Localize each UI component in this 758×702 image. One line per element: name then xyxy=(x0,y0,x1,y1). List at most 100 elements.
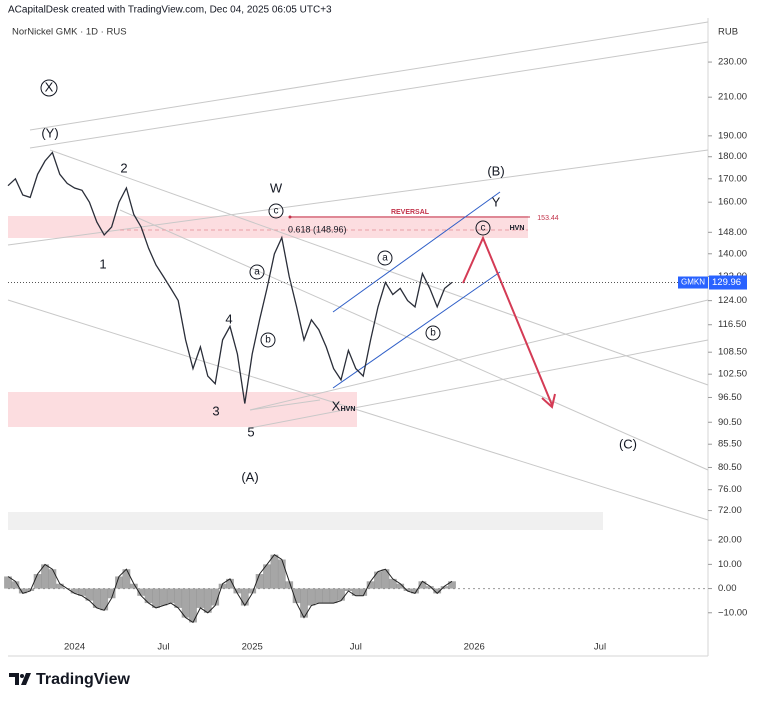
annotation: c xyxy=(481,223,486,234)
osc-bar xyxy=(107,588,116,599)
osc-bar xyxy=(55,583,64,589)
osc-bar xyxy=(433,588,442,594)
annotation: Y xyxy=(492,194,501,209)
annotation: c xyxy=(274,206,279,217)
osc-bar xyxy=(359,588,368,596)
price-line xyxy=(7,151,453,404)
annotation: W xyxy=(270,180,283,195)
y-tick-label: 170.00 xyxy=(718,173,747,184)
y-tick-label: 102.50 xyxy=(718,369,747,380)
osc-bar xyxy=(129,583,138,589)
osc-bar xyxy=(440,586,449,589)
osc-bar xyxy=(11,581,20,589)
y-tick-label: 108.50 xyxy=(718,347,747,358)
y-tick-label: 210.00 xyxy=(718,92,747,103)
osc-bar xyxy=(203,588,212,613)
chart-title: NorNickel GMK · 1D · RUS xyxy=(12,27,127,38)
osc-bar xyxy=(270,554,279,589)
y-tick-label: 160.00 xyxy=(718,197,747,208)
annotation: 0.618 (148.96) xyxy=(288,224,347,234)
osc-bar xyxy=(396,583,405,589)
annotation: a xyxy=(254,267,260,278)
wave-circles xyxy=(40,79,491,348)
osc-bar xyxy=(351,588,360,596)
osc-bar xyxy=(300,588,308,618)
annotation: (B) xyxy=(487,163,504,178)
y-tick-label: 148.00 xyxy=(718,227,747,238)
x-tick-label: Jul xyxy=(350,642,362,653)
osc-bar xyxy=(92,588,101,608)
osc-bar xyxy=(285,581,294,589)
osc-bar xyxy=(196,588,205,608)
currency: RUB xyxy=(718,27,738,38)
y-tick-label: −10.00 xyxy=(718,607,747,618)
annotation: 1 xyxy=(99,256,106,271)
osc-bar xyxy=(411,588,419,594)
symbol-badge xyxy=(678,276,708,289)
annotation: HVN xyxy=(341,406,356,413)
osc-bar xyxy=(425,586,434,589)
annotation: X xyxy=(45,79,54,94)
annotation: 4 xyxy=(225,311,232,326)
y-tick-label: 20.00 xyxy=(718,535,742,546)
annotation: REVERSAL xyxy=(391,209,430,216)
channel xyxy=(332,191,501,389)
osc-bar xyxy=(85,588,94,601)
y-tick-label: 124.00 xyxy=(718,295,747,306)
annotation: 5 xyxy=(247,424,254,439)
annotation: (Y) xyxy=(41,125,58,140)
osc-bar xyxy=(292,588,301,604)
symbol: GMKN xyxy=(681,278,705,287)
brand: TradingView xyxy=(36,671,131,688)
osc-bar xyxy=(41,564,49,589)
osc-bar xyxy=(322,588,331,604)
annotation: (A) xyxy=(241,469,258,484)
annotation: (C) xyxy=(619,436,637,451)
osc-bar xyxy=(181,588,190,618)
osc-bar xyxy=(337,588,345,601)
osc-bar xyxy=(277,559,286,589)
osc-bar xyxy=(159,588,168,606)
reversal-dot xyxy=(288,215,292,219)
tradingview-logo: TradingView xyxy=(9,671,131,688)
osc-bar xyxy=(403,588,412,591)
annotation: X xyxy=(332,398,341,413)
x-tick-label: 2025 xyxy=(242,642,263,653)
annotation: b xyxy=(265,335,271,346)
price-badge xyxy=(709,275,747,290)
annotation: HVN xyxy=(510,225,525,232)
osc-bar xyxy=(448,581,456,589)
y-tick-label: 72.00 xyxy=(718,505,742,516)
x-tick-label: Jul xyxy=(157,642,169,653)
osc-bar xyxy=(418,581,427,589)
osc-bar xyxy=(70,588,79,594)
osc-bar xyxy=(366,581,375,589)
osc-bar xyxy=(211,588,220,606)
y-tick-label: 90.50 xyxy=(718,417,742,428)
y-tick-label: 190.00 xyxy=(718,130,747,141)
y-tick-label: 0.00 xyxy=(718,583,737,594)
x-tick-label: 2026 xyxy=(464,642,485,653)
osc-bar xyxy=(388,578,397,589)
osc-bar xyxy=(48,569,57,589)
fan-lines xyxy=(7,21,709,521)
y-tick-label: 116.50 xyxy=(718,319,746,330)
x-tick-label: 2024 xyxy=(64,642,85,653)
osc-bar xyxy=(137,588,146,596)
osc-bar xyxy=(255,574,264,589)
y-tick-label: 10.00 xyxy=(718,559,742,570)
annotation: 2 xyxy=(120,160,127,175)
osc-bar xyxy=(78,588,86,596)
osc-bar xyxy=(144,588,153,604)
y-tick-label: 140.00 xyxy=(718,248,747,259)
osc-bar xyxy=(374,571,382,589)
osc-bar xyxy=(240,588,249,606)
osc-bar xyxy=(18,588,27,594)
y-tick-label: 96.50 xyxy=(718,392,742,403)
osc-bar xyxy=(166,588,175,604)
osc-bar xyxy=(122,569,131,589)
y-tick-label: 180.00 xyxy=(718,151,747,162)
y-tick-label: 80.50 xyxy=(718,462,742,473)
osc-bar xyxy=(233,588,242,594)
